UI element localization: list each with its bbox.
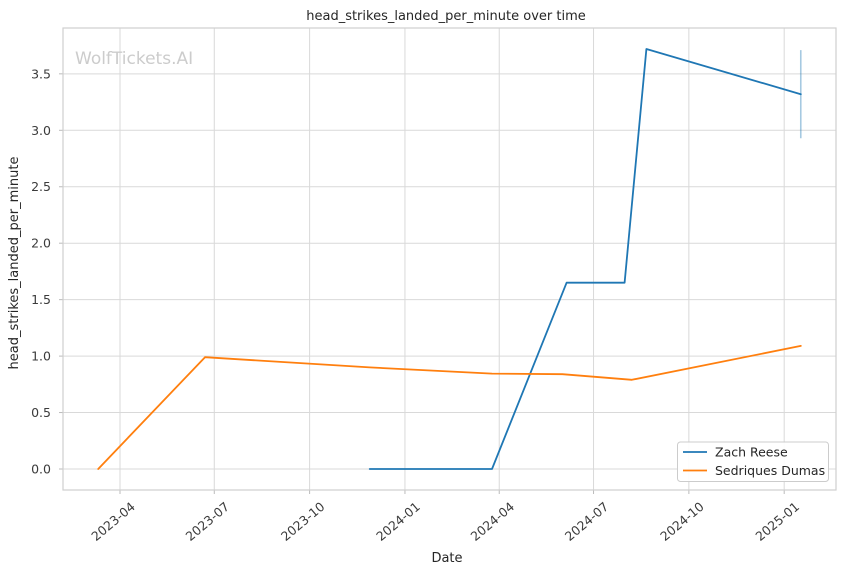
x-tick-label: 2024-10	[657, 499, 707, 544]
x-axis-label: Date	[431, 551, 462, 566]
y-tick-label: 0.0	[31, 462, 51, 477]
x-tick-label: 2024-07	[562, 499, 612, 544]
y-axis-label: head_strikes_landed_per_minute	[7, 157, 22, 370]
legend-label-zach-reese: Zach Reese	[715, 445, 788, 460]
y-tick-label: 1.5	[31, 292, 51, 307]
legend-box	[677, 441, 829, 482]
chart-title: head_strikes_landed_per_minute over time	[306, 9, 586, 24]
x-tick-label: 2024-04	[468, 499, 518, 544]
series-line-zach-reese	[368, 48, 802, 470]
plot-border	[62, 27, 837, 491]
legend-label-sedriques-dumas: Sedriques Dumas	[715, 463, 825, 478]
y-tick-label: 3.0	[31, 123, 51, 138]
y-tick-label: 1.0	[31, 349, 51, 364]
x-tick-label: 2024-01	[373, 499, 423, 544]
grid-layer	[63, 28, 836, 490]
x-tick-label: 2025-01	[752, 499, 802, 544]
x-tick-label: 2023-07	[183, 499, 233, 544]
y-tick-label: 3.5	[31, 66, 51, 81]
watermark: WolfTickets.AI	[75, 49, 193, 69]
series-layer	[97, 48, 802, 470]
x-tick-label: 2023-10	[278, 499, 328, 544]
y-tick-label: 2.5	[31, 179, 51, 194]
y-tick-label: 2.0	[31, 236, 51, 251]
series-line-sedriques-dumas	[97, 344, 802, 470]
legend: Zach Reese Sedriques Dumas	[677, 441, 829, 482]
y-tick-label: 0.5	[31, 405, 51, 420]
x-tick-label: 2023-04	[88, 499, 138, 544]
